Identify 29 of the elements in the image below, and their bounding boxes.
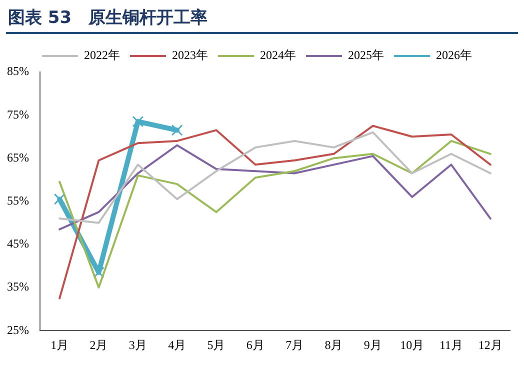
legend-label: 2022年 <box>84 48 120 62</box>
x-tick-label: 12月 <box>478 338 502 352</box>
y-tick-label: 65% <box>6 150 29 164</box>
point <box>132 116 144 128</box>
x-tick-label: 11月 <box>439 338 464 352</box>
x-tick-label: 10月 <box>400 338 424 352</box>
point <box>171 124 183 136</box>
legend-label: 2026年 <box>436 48 472 62</box>
x-tick-label: 2月 <box>90 338 108 352</box>
x-tick-label: 8月 <box>324 338 343 352</box>
point <box>54 193 66 205</box>
point <box>93 266 104 278</box>
x-tick-label: 1月 <box>50 338 69 352</box>
y-tick-label: 85% <box>6 64 29 78</box>
legend-label: 2023年 <box>172 48 208 62</box>
x-tick-label: 9月 <box>364 338 382 352</box>
legend-label: 2024年 <box>260 48 296 62</box>
y-tick-label: 75% <box>6 107 29 122</box>
x-tick-label: 4月 <box>168 338 186 352</box>
y-tick-label: 25% <box>6 322 29 337</box>
y-tick-label: 35% <box>6 280 29 294</box>
chart-title: 图表 53 原生铜杆开工率 <box>8 7 208 29</box>
legend-label: 2025年 <box>348 48 384 62</box>
x-tick-label: 5月 <box>207 338 226 352</box>
x-tick-label: 7月 <box>286 338 304 352</box>
y-tick-label: 55% <box>6 193 29 208</box>
x-tick-label: 3月 <box>128 338 147 352</box>
y-tick-label: 45% <box>6 236 29 251</box>
x-tick-label: 6月 <box>246 338 264 352</box>
